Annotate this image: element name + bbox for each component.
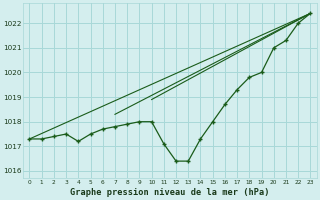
X-axis label: Graphe pression niveau de la mer (hPa): Graphe pression niveau de la mer (hPa)	[70, 188, 270, 197]
